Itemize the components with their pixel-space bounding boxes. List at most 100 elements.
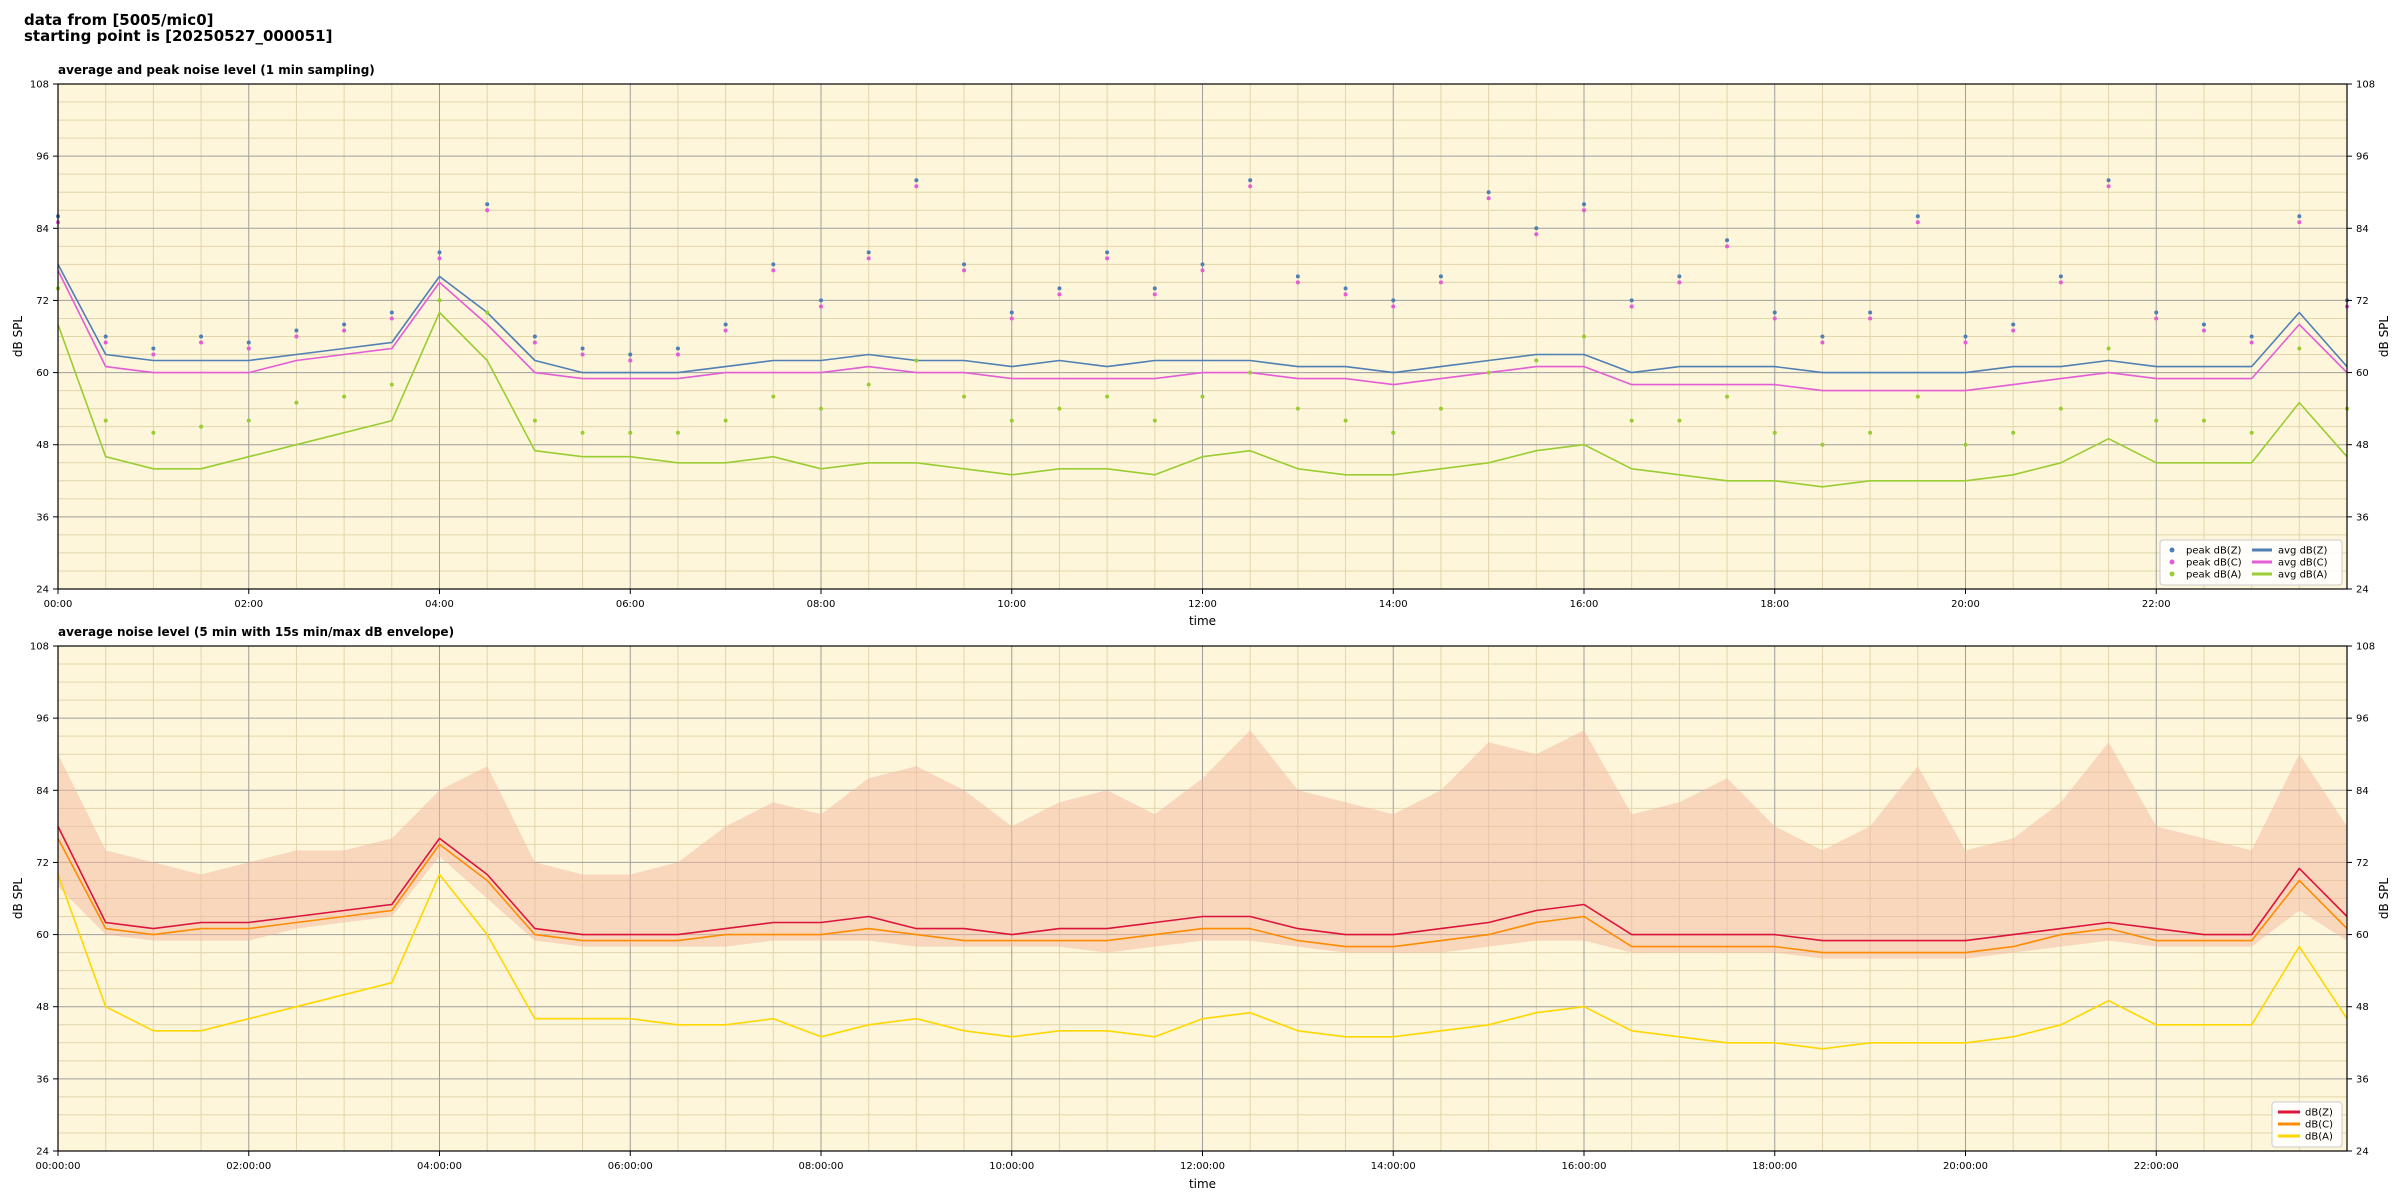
- x-tick-label: 08:00:00: [799, 1161, 844, 1172]
- legend-entry-label: avg dB(A): [2278, 570, 2328, 581]
- scatter-point-peak-db-a-: [151, 430, 156, 435]
- scatter-point-peak-db-c-: [1820, 340, 1825, 345]
- scatter-point-peak-db-c-: [914, 184, 919, 189]
- legend-entry-label: peak dB(C): [2186, 558, 2242, 569]
- scatter-point-peak-db-a-: [2297, 346, 2302, 351]
- scatter-point-peak-db-c-: [1391, 304, 1396, 309]
- scatter-point-peak-db-z-: [151, 346, 156, 351]
- chart-title: average noise level (5 min with 15s min/…: [58, 625, 454, 639]
- scatter-point-peak-db-a-: [103, 418, 108, 423]
- scatter-point-peak-db-a-: [1200, 394, 1205, 399]
- x-tick-label: 10:00: [997, 599, 1026, 610]
- scatter-point-peak-db-z-: [1486, 190, 1491, 195]
- scatter-point-peak-db-a-: [1391, 430, 1396, 435]
- scatter-point-peak-db-a-: [1343, 418, 1348, 423]
- scatter-point-peak-db-a-: [1629, 418, 1634, 423]
- scatter-point-peak-db-a-: [1152, 418, 1157, 423]
- scatter-point-peak-db-a-: [246, 418, 251, 423]
- scatter-point-peak-db-a-: [2154, 418, 2159, 423]
- scatter-point-peak-db-c-: [675, 352, 680, 357]
- x-tick-label: 08:00: [807, 599, 836, 610]
- x-tick-label: 00:00:00: [36, 1161, 81, 1172]
- scatter-point-peak-db-c-: [485, 208, 490, 213]
- y-tick-label-left: 96: [36, 714, 49, 725]
- scatter-point-peak-db-z-: [2249, 334, 2254, 339]
- scatter-point-peak-db-a-: [580, 430, 585, 435]
- y-tick-label-left: 84: [36, 786, 49, 797]
- scatter-point-peak-db-a-: [723, 418, 728, 423]
- y-tick-label-right: 72: [2356, 296, 2369, 307]
- scatter-point-peak-db-a-: [2106, 346, 2111, 351]
- scatter-point-peak-db-z-: [2011, 322, 2016, 327]
- scatter-point-peak-db-z-: [1629, 298, 1634, 303]
- scatter-point-peak-db-z-: [2297, 214, 2302, 219]
- y-tick-label-right: 48: [2356, 440, 2369, 451]
- scatter-point-peak-db-z-: [2201, 322, 2206, 327]
- scatter-point-peak-db-c-: [819, 304, 823, 309]
- y-tick-label-left: 60: [36, 930, 49, 941]
- scatter-point-peak-db-a-: [771, 394, 776, 399]
- series-line-db-z-: [57, 826, 2348, 942]
- scatter-point-peak-db-c-: [1438, 280, 1443, 285]
- scatter-point-peak-db-c-: [342, 328, 347, 333]
- series-line-db-c-: [57, 838, 2348, 954]
- scatter-point-peak-db-a-: [819, 406, 823, 411]
- y-tick-label-right: 96: [2356, 152, 2369, 163]
- scatter-point-peak-db-a-: [1915, 394, 1920, 399]
- y-tick-label-right: 72: [2356, 858, 2369, 869]
- scatter-point-peak-db-c-: [1725, 244, 1730, 249]
- scatter-point-peak-db-c-: [151, 352, 156, 357]
- series-line-avg-db-z-: [57, 264, 2348, 374]
- legend-marker: [2169, 547, 2175, 553]
- scatter-point-peak-db-a-: [1868, 430, 1873, 435]
- x-tick-label: 14:00: [1379, 599, 1408, 610]
- scatter-point-peak-db-z-: [1248, 178, 1253, 183]
- scatter-point-peak-db-a-: [1295, 406, 1300, 411]
- scatter-point-peak-db-a-: [2249, 430, 2254, 435]
- data-source-line: data from [5005/mic0]: [24, 11, 214, 29]
- y-tick-label-left: 108: [30, 80, 49, 91]
- scatter-point-peak-db-a-: [1009, 418, 1014, 423]
- x-tick-label: 12:00:00: [1180, 1161, 1225, 1172]
- legend: peak dB(Z)peak dB(C)peak dB(A)avg dB(Z)a…: [2159, 539, 2343, 586]
- legend-entry-label: dB(Z): [2305, 1108, 2333, 1119]
- x-tick-label: 06:00: [616, 599, 645, 610]
- scatter-point-peak-db-c-: [1629, 304, 1634, 309]
- scatter-point-peak-db-z-: [1391, 298, 1396, 303]
- legend-entry-label: peak dB(A): [2186, 570, 2242, 581]
- scatter-point-peak-db-c-: [1677, 280, 1682, 285]
- scatter-point-peak-db-z-: [580, 346, 585, 351]
- scatter-point-peak-db-z-: [437, 250, 442, 255]
- x-tick-label: 20:00:00: [1943, 1161, 1988, 1172]
- scatter-point-peak-db-c-: [962, 268, 967, 273]
- x-tick-label: 02:00:00: [226, 1161, 271, 1172]
- x-tick-label: 10:00:00: [989, 1161, 1034, 1172]
- y-tick-label-left: 60: [36, 368, 49, 379]
- scatter-point-peak-db-a-: [485, 310, 490, 315]
- scatter-point-peak-db-z-: [819, 298, 823, 303]
- scatter-point-peak-db-c-: [1200, 268, 1205, 273]
- scatter-point-peak-db-z-: [1105, 250, 1110, 255]
- series-line-avg-db-a-: [57, 311, 2348, 488]
- scatter-point-peak-db-c-: [723, 328, 728, 333]
- scatter-point-peak-db-c-: [1152, 292, 1157, 297]
- y-axis-label-right: dB SPL: [2377, 316, 2391, 358]
- scatter-point-peak-db-c-: [532, 340, 537, 345]
- scatter-point-peak-db-z-: [246, 340, 251, 345]
- scatter-point-peak-db-c-: [1343, 292, 1348, 297]
- y-tick-label-left: 96: [36, 152, 49, 163]
- scatter-point-peak-db-z-: [771, 262, 776, 267]
- y-tick-label-right: 60: [2356, 368, 2369, 379]
- scatter-point-peak-db-a-: [1105, 394, 1110, 399]
- scatter-point-peak-db-z-: [1820, 334, 1825, 339]
- x-tick-label: 00:00: [44, 599, 73, 610]
- scatter-point-peak-db-z-: [866, 250, 871, 255]
- starting-point-line: starting point is [20250527_000051]: [24, 27, 333, 45]
- scatter-point-peak-db-a-: [1677, 418, 1682, 423]
- y-tick-label-left: 108: [30, 642, 49, 653]
- y-tick-label-right: 84: [2356, 786, 2369, 797]
- scatter-point-peak-db-a-: [1725, 394, 1730, 399]
- legend-marker: [2169, 571, 2175, 577]
- scatter-point-peak-db-z-: [2058, 274, 2063, 279]
- scatter-point-peak-db-c-: [1105, 256, 1110, 261]
